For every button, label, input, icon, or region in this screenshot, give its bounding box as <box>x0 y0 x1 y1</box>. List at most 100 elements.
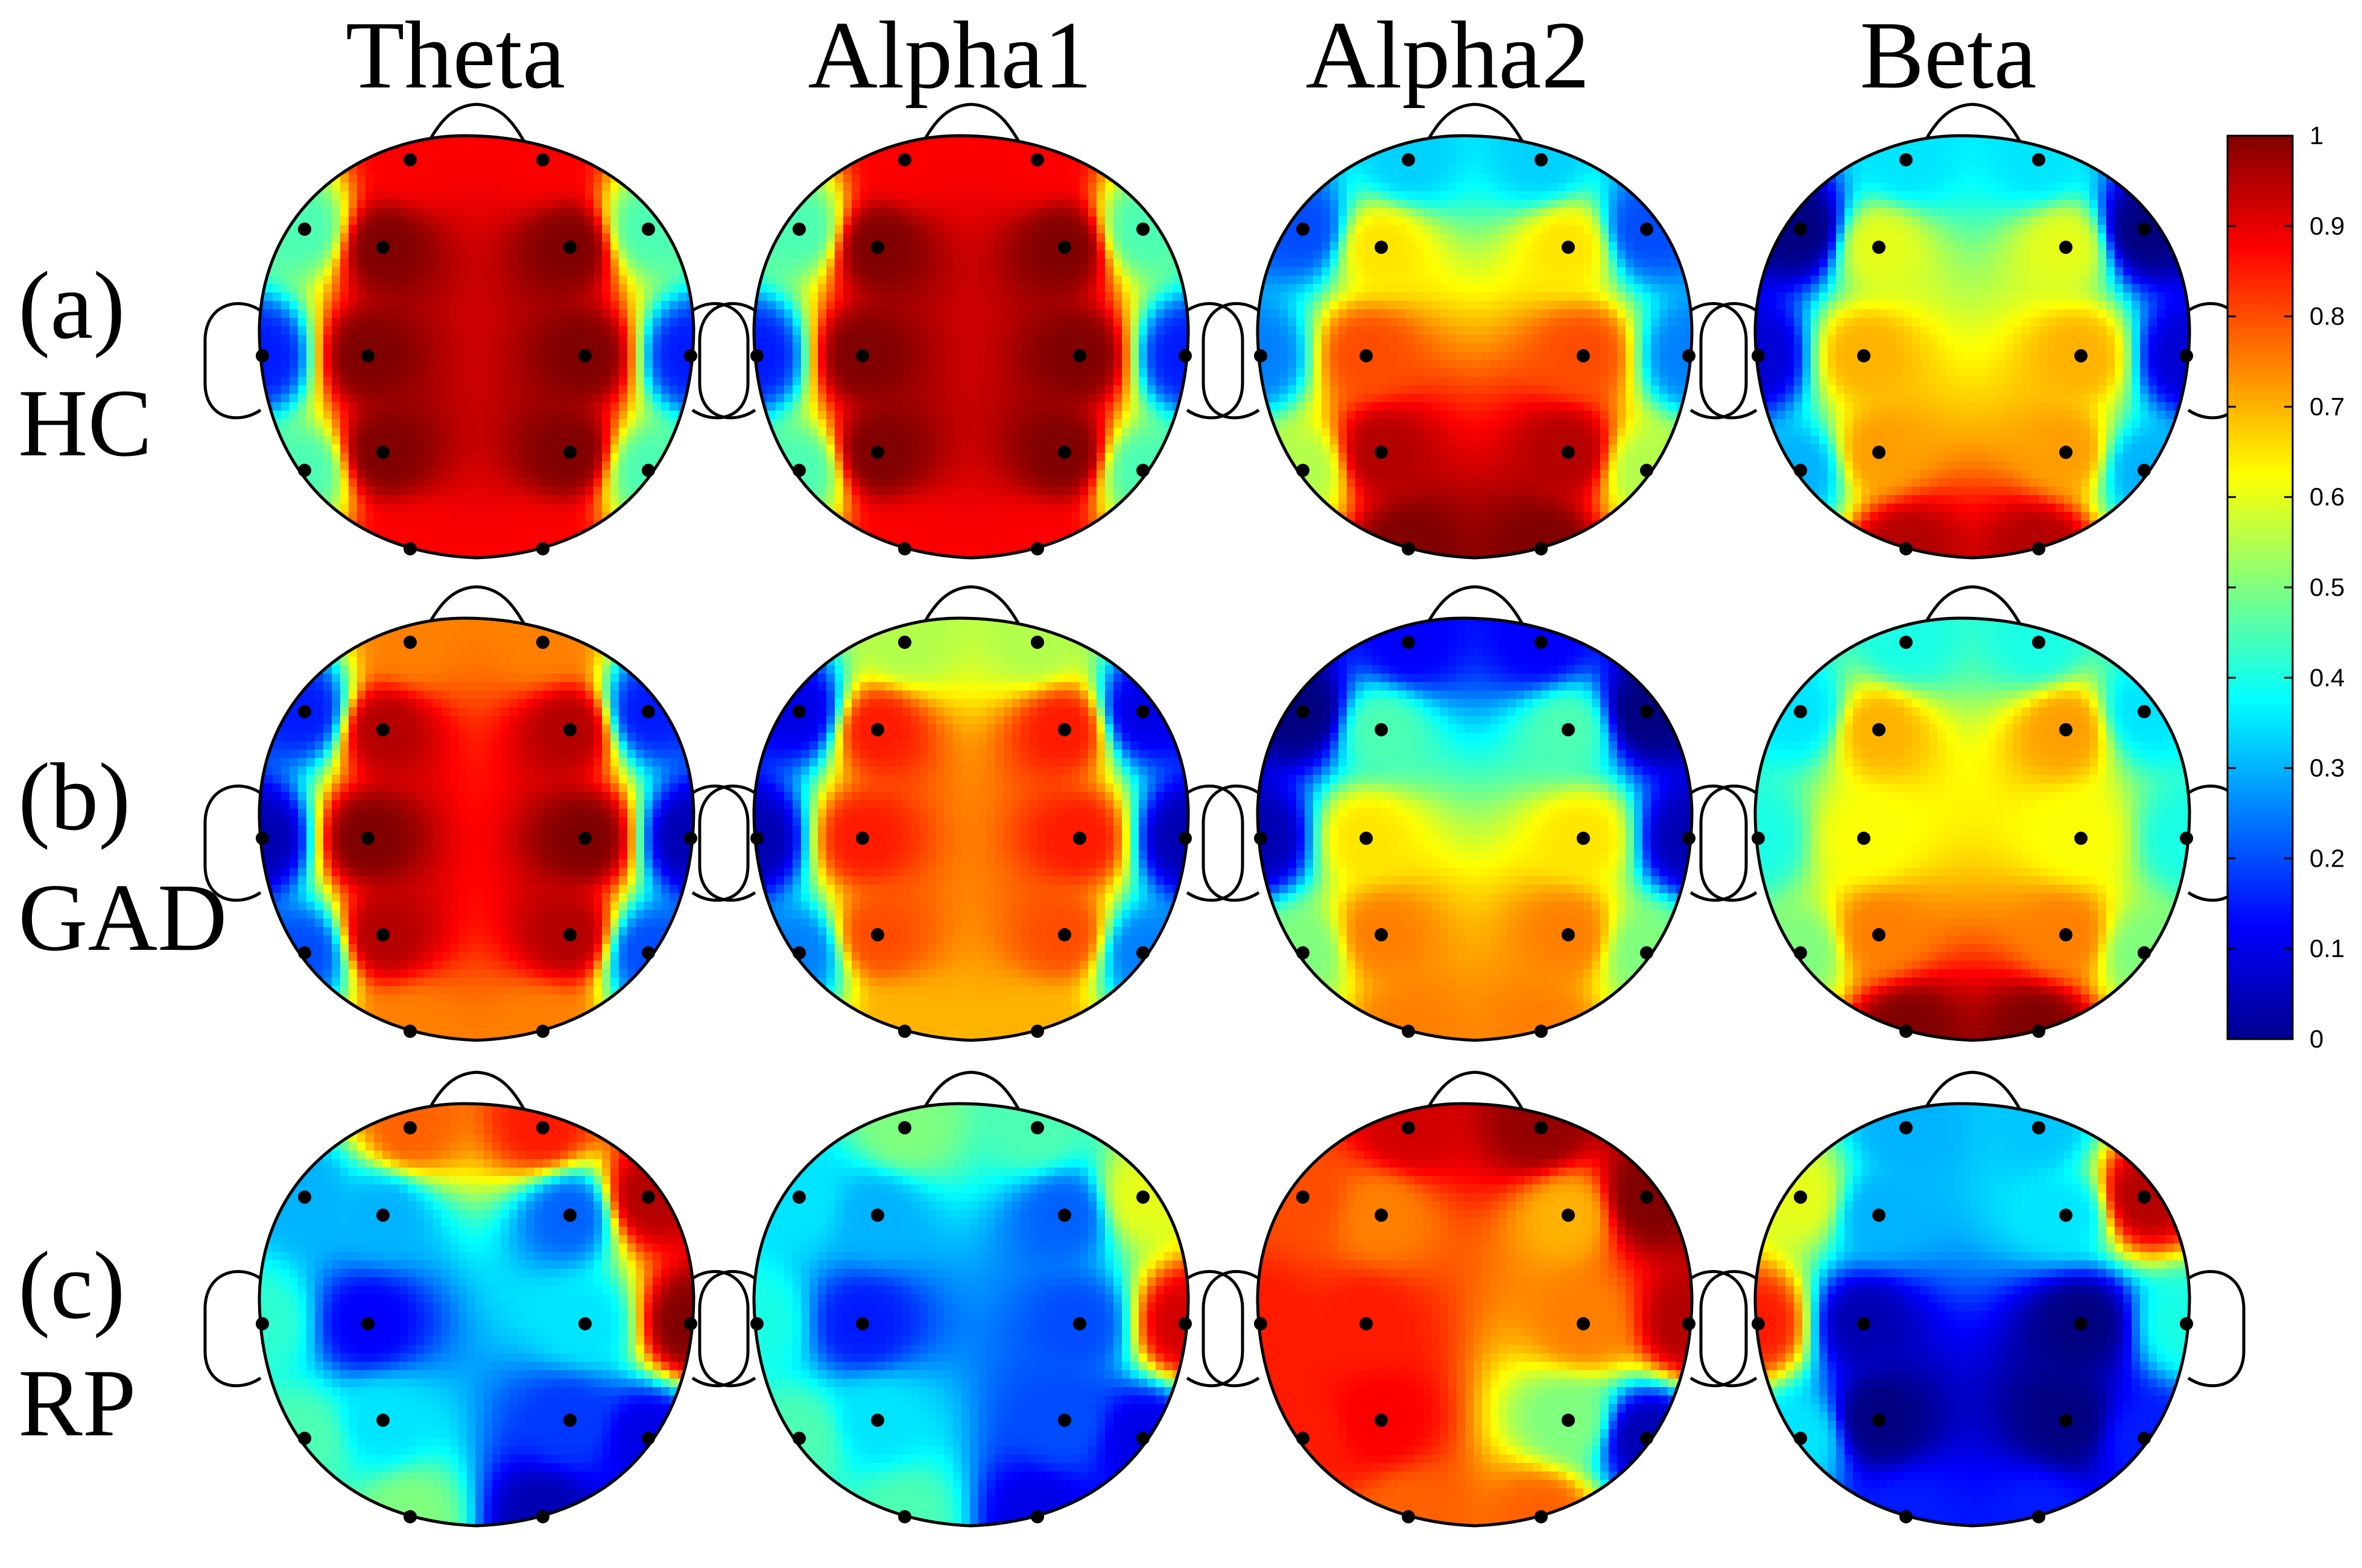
colorbar-tick-label: 0.3 <box>2310 754 2345 782</box>
column-title-beta: Beta <box>1860 1 2036 109</box>
right-ear-outline <box>2187 1269 2246 1388</box>
electrode-o1 <box>1402 1510 1415 1523</box>
colorbar-tick-label: 0.2 <box>2310 844 2345 872</box>
electrode-f3 <box>871 723 884 736</box>
electrode-c4 <box>2074 349 2088 362</box>
electrode-p4 <box>1562 446 1575 459</box>
electrode-fp2 <box>2032 153 2045 166</box>
head-outline <box>1256 1102 1694 1528</box>
colorbar: 0 0.1 0.2 0.3 0.4 0.5 0.6 0.7 0.8 0.9 1 <box>2226 121 2345 1053</box>
colorbar-tick-label: 0.1 <box>2310 934 2345 963</box>
electrode-o2 <box>1031 1510 1044 1523</box>
nose-outline <box>423 585 530 631</box>
electrode-c3 <box>1857 832 1870 845</box>
electrode-fp2 <box>1031 636 1044 649</box>
electrode-f4 <box>563 723 577 736</box>
electrode-c4 <box>1577 832 1590 845</box>
electrode-t4 <box>1179 1317 1192 1330</box>
left-ear-outline <box>698 1269 756 1388</box>
electrode-c4 <box>2074 1317 2088 1330</box>
electrode-fp1 <box>1402 1121 1415 1134</box>
colorbar-ticks: 0 0.1 0.2 0.3 0.4 0.5 0.6 0.7 0.8 0.9 1 <box>2227 121 2345 1053</box>
electrode-f3 <box>376 241 390 254</box>
electrode-o2 <box>2032 1510 2045 1523</box>
electrode-c4 <box>1073 349 1086 362</box>
electrode-f7 <box>1794 1190 1807 1204</box>
row-group-gad: GAD <box>18 864 227 971</box>
colorbar-tick-label: 0.6 <box>2310 482 2345 511</box>
electrode-f8 <box>642 1190 655 1204</box>
colorbar-tick-label: 0.5 <box>2310 573 2345 601</box>
colorbar-tick-label: 0.7 <box>2310 392 2345 420</box>
electrode-t3 <box>1254 1317 1267 1330</box>
electrode-fp2 <box>536 153 549 166</box>
electrode-fp2 <box>1534 153 1548 166</box>
row-group-rp: RP <box>18 1349 136 1456</box>
electrode-c4 <box>578 1317 592 1330</box>
left-ear-outline <box>203 1269 262 1388</box>
electrode-c3 <box>1360 1317 1373 1330</box>
head-outline <box>258 1102 695 1528</box>
electrode-p4 <box>2059 928 2072 941</box>
electrode-p3 <box>376 446 390 459</box>
left-ear-outline <box>1202 302 1260 420</box>
electrode-p3 <box>1872 446 1885 459</box>
electrode-o2 <box>2032 1025 2045 1038</box>
electrode-c3 <box>1857 1317 1870 1330</box>
electrode-f8 <box>642 705 655 718</box>
electrode-f8 <box>1640 223 1653 236</box>
head-outline <box>1753 616 2191 1042</box>
nose-outline <box>1422 585 1528 631</box>
electrode-c4 <box>1577 349 1590 362</box>
electrode-o2 <box>1534 542 1548 555</box>
electrode-f3 <box>871 241 884 254</box>
electrode-fp1 <box>1402 153 1415 166</box>
electrode-t4 <box>2180 349 2193 362</box>
electrode-t4 <box>1682 832 1696 845</box>
topomap-grid <box>203 103 2246 1528</box>
right-ear-outline <box>691 1269 750 1388</box>
electrode-p4 <box>1058 928 1071 941</box>
electrode-fp1 <box>404 1121 417 1134</box>
electrode-p4 <box>1562 1414 1575 1427</box>
electrode-o1 <box>898 1510 911 1523</box>
row-letter-c: (c) <box>18 1231 125 1339</box>
electrode-t5 <box>793 1432 806 1445</box>
topomap-gad-beta <box>1699 585 2246 1042</box>
electrode-f8 <box>2138 223 2151 236</box>
electrode-t5 <box>1296 1432 1309 1445</box>
electrode-o1 <box>1402 542 1415 555</box>
electrode-fp1 <box>898 636 911 649</box>
electrode-f4 <box>1058 241 1071 254</box>
electrode-o2 <box>536 1510 549 1523</box>
topomap-hc-theta <box>203 103 750 560</box>
electrode-t6 <box>642 1432 655 1445</box>
electrode-p3 <box>871 446 884 459</box>
electrode-f4 <box>1058 1209 1071 1222</box>
electrode-c4 <box>578 832 592 845</box>
electrode-c3 <box>856 349 869 362</box>
right-ear-outline <box>1689 302 1748 420</box>
electrode-fp1 <box>1402 636 1415 649</box>
electrode-o1 <box>898 1025 911 1038</box>
electrode-f4 <box>1562 241 1575 254</box>
electrode-c4 <box>578 349 592 362</box>
electrode-o1 <box>404 1025 417 1038</box>
head-outline <box>1256 134 1694 560</box>
electrode-p4 <box>1058 1414 1071 1427</box>
electrode-t6 <box>1640 946 1653 959</box>
electrode-f3 <box>1872 723 1885 736</box>
electrode-t3 <box>256 832 269 845</box>
electrode-o2 <box>1031 542 1044 555</box>
electrode-p4 <box>1058 446 1071 459</box>
electrode-f4 <box>2059 723 2072 736</box>
electrode-t4 <box>684 1317 697 1330</box>
electrode-p4 <box>563 928 577 941</box>
electrode-f4 <box>1562 1209 1575 1222</box>
electrode-o1 <box>1899 1510 1913 1523</box>
topomap-hc-alpha1 <box>698 103 1244 560</box>
nose-outline <box>918 1070 1024 1117</box>
nose-outline <box>918 585 1024 631</box>
nose-outline <box>1422 103 1528 149</box>
electrode-fp2 <box>1534 636 1548 649</box>
